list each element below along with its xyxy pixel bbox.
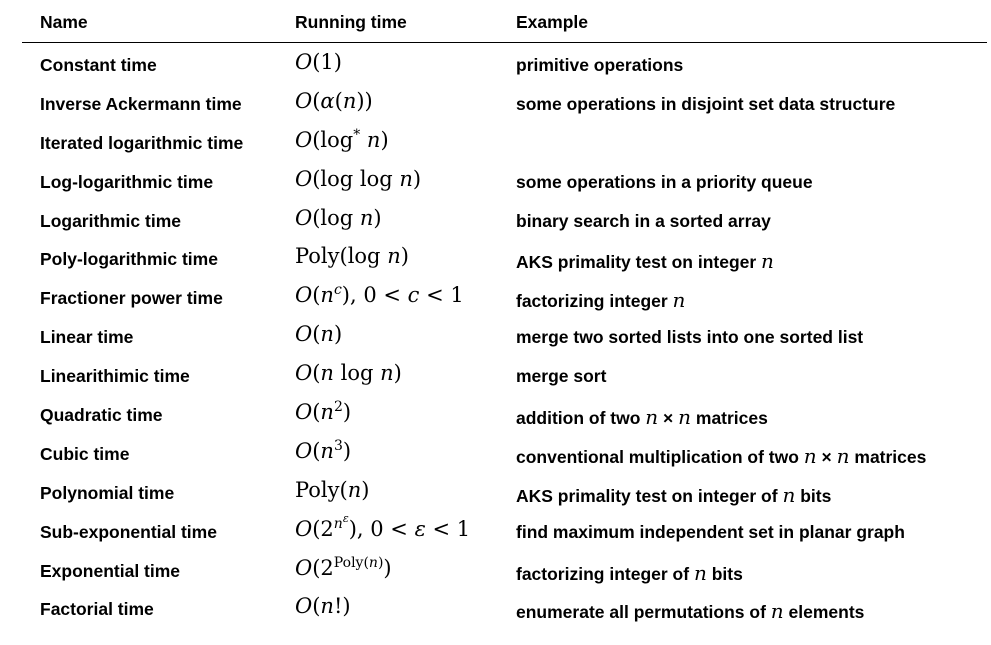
table-row-exponential-time: Exponential time O(2Poly(n)) factorizing i…: [22, 550, 987, 589]
table-header: Name Running time Example: [22, 0, 987, 43]
header-name: Name: [40, 12, 88, 32]
cell-example: factorizing integer n: [516, 288, 686, 313]
cell-example: find maximum independent set in planar g…: [516, 521, 905, 542]
cell-name: Cubic time: [40, 443, 130, 464]
cell-running-time: O(log log n): [295, 166, 422, 191]
cell-example: factorizing integer of n bits: [516, 560, 743, 585]
header-running-time: Running time: [295, 12, 407, 32]
table-body: Constant time O(1) primitive operations Inv…: [22, 43, 987, 627]
cell-example: AKS primality test on integer n: [516, 249, 774, 274]
cell-name: Fractioner power time: [40, 288, 223, 309]
cell-example: AKS primality test on integer of n bits: [516, 482, 832, 507]
cell-running-time: O(n log n): [295, 361, 402, 386]
cell-running-time: O(nc), 0 < c < 1: [295, 282, 464, 308]
cell-running-time: O(log n): [295, 205, 382, 230]
cell-running-time: O(2Poly(n)): [295, 554, 392, 580]
cell-name: Exponential time: [40, 560, 181, 581]
cell-name: Iterated logarithmic time: [40, 132, 244, 153]
cell-running-time: O(n2): [295, 399, 352, 425]
cell-name: Constant time: [40, 55, 157, 75]
cell-running-time: Poly(log n): [295, 244, 409, 269]
table-row-cubic-time: Cubic time O(n3) conventional multiplicati…: [22, 433, 987, 472]
table-row-linear-time: Linear time O(n) merge two sorted lists in…: [22, 316, 987, 355]
table-row-fractioner-power-time: Fractioner power time O(nc), 0 < c < 1 fac…: [22, 277, 987, 316]
cell-name: Sub-exponential time: [40, 521, 217, 542]
cell-running-time: O(2nε), 0 < ε < 1: [295, 511, 471, 541]
table-row-quadratic-time: Quadratic time O(n2) addition of two n × n…: [22, 394, 987, 433]
cell-name: Poly-logarithmic time: [40, 249, 218, 270]
cell-running-time: O(n3): [295, 437, 352, 463]
cell-running-time: O(1): [295, 50, 342, 74]
cell-name: Factorial time: [40, 599, 154, 620]
cell-running-time: O(α(n)): [295, 88, 373, 113]
table-row-log-logarithmic-time: Log-logarithmic time O(log log n) some ope…: [22, 161, 987, 200]
cell-name: Linearithimic time: [40, 366, 190, 387]
table-row-logarithmic-time: Logarithmic time O(log n) binary search in…: [22, 200, 987, 239]
table-row-linearithimic-time: Linearithimic time O(n log n) merge sort: [22, 355, 987, 394]
cell-example: addition of two n × n matrices: [516, 405, 768, 430]
cell-example: conventional multiplication of two n × n…: [516, 443, 927, 468]
cell-name: Linear time: [40, 327, 134, 348]
cell-example: binary search in a sorted array: [516, 210, 771, 231]
cell-example: some operations in disjoint set data str…: [516, 93, 896, 114]
cell-name: Logarithmic time: [40, 210, 181, 231]
cell-running-time: O(n!): [295, 594, 351, 619]
table-row-factorial-time: Factorial time O(n!) enumerate all permuta…: [22, 588, 987, 627]
cell-name: Inverse Ackermann time: [40, 93, 242, 114]
cell-running-time: O(log* n): [295, 126, 389, 152]
header-example: Example: [516, 12, 588, 32]
cell-name: Polynomial time: [40, 482, 175, 503]
table-row-sub-exponential-time: Sub-exponential time O(2nε), 0 < ε < 1 fin…: [22, 511, 987, 550]
cell-name: Log-logarithmic time: [40, 171, 214, 192]
cell-name: Quadratic time: [40, 405, 163, 426]
cell-example: primitive operations: [516, 55, 684, 75]
cell-example: enumerate all permutations of n elements: [516, 599, 865, 624]
table-row-polynomial-time: Polynomial time Poly(n) AKS primality test…: [22, 472, 987, 511]
cell-example: merge sort: [516, 366, 607, 387]
table-row-poly-logarithmic-time: Poly-logarithmic time Poly(log n) AKS prim…: [22, 238, 987, 277]
cell-example: merge two sorted lists into one sorted l…: [516, 327, 864, 348]
table-row-constant-time: Constant time O(1) primitive operations: [22, 44, 987, 83]
cell-example: some operations in a priority queue: [516, 171, 813, 192]
complexity-table: Name Running time Example Constant time O…: [22, 0, 987, 627]
table-row-iterated-logarithmic-time: Iterated logarithmic time O(log* n): [22, 122, 987, 161]
table-row-inverse-ackermann-time: Inverse Ackermann time O(α(n)) some operat…: [22, 83, 987, 122]
cell-running-time: Poly(n): [295, 477, 370, 502]
cell-running-time: O(n): [295, 322, 343, 347]
